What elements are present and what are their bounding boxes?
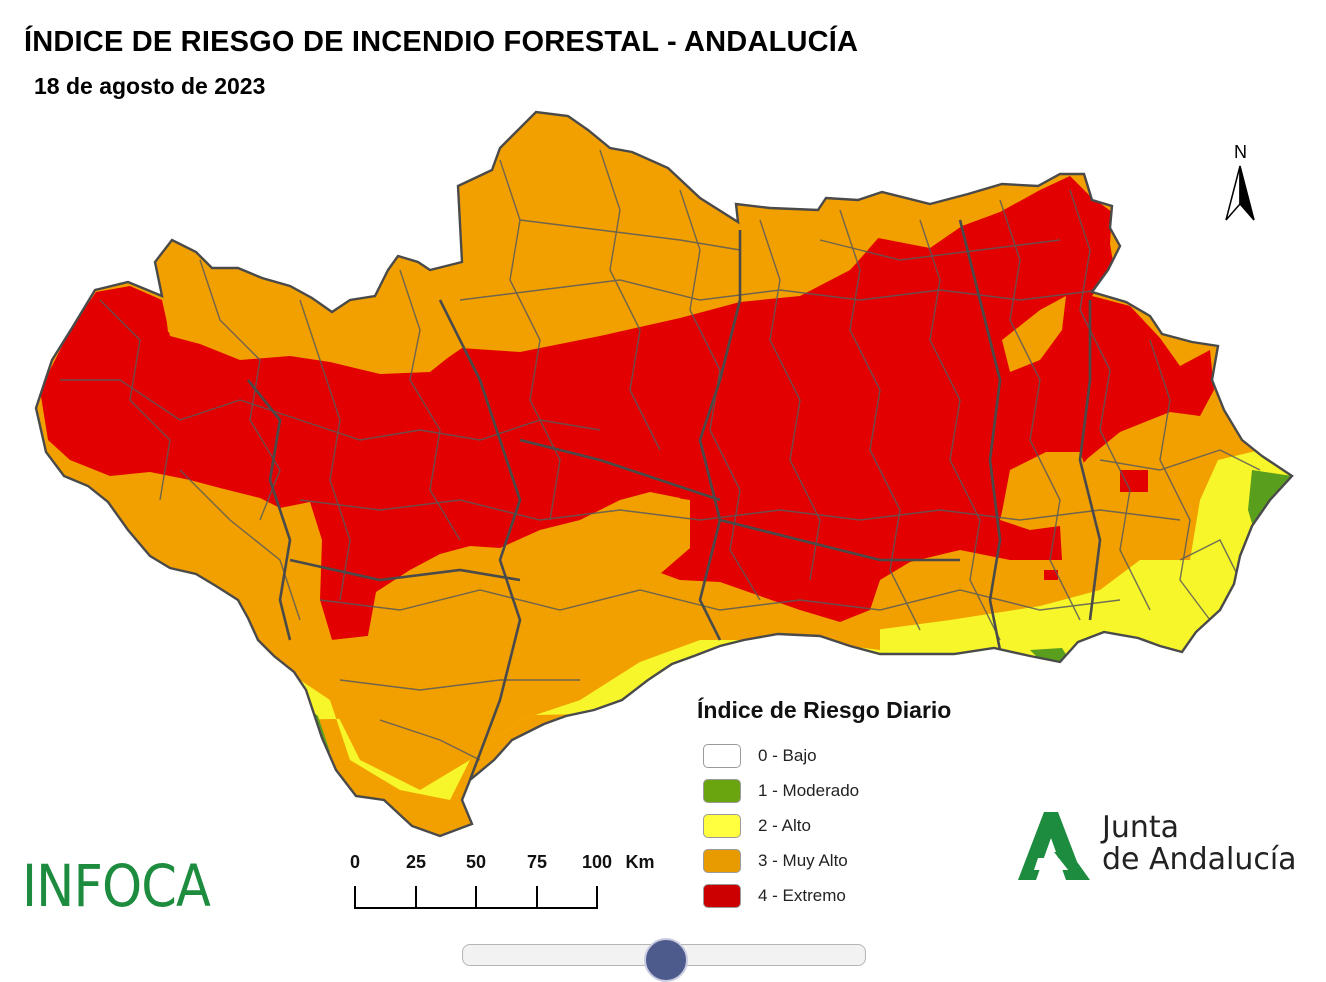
- zone-extremo-speckle: [1044, 570, 1058, 580]
- map-date: 18 de agosto de 2023: [34, 73, 266, 99]
- scale-ruler: [354, 886, 598, 909]
- andalucia-risk-map: [34, 110, 1294, 838]
- legend-swatch-muy-alto: [703, 848, 741, 873]
- scale-label-75: 75: [526, 852, 548, 872]
- junta-line-1: Junta: [1102, 810, 1180, 845]
- scale-label-50: 50: [465, 852, 487, 872]
- andalucia-outline: [34, 110, 1294, 838]
- junta-andalucia-logo-icon: [1018, 812, 1090, 880]
- legend-swatch-alto: [703, 813, 741, 838]
- legend-item-extremo: 4 - Extremo: [697, 878, 997, 913]
- legend-item-muy-alto: 3 - Muy Alto: [697, 843, 997, 878]
- legend-label: 2 - Alto: [758, 815, 811, 835]
- municipal-boundaries: [60, 149, 1261, 761]
- zone-extremo-speckle: [1120, 470, 1148, 492]
- infoca-logo: INFOCA: [22, 852, 211, 920]
- legend-swatch-bajo: [703, 743, 741, 768]
- scale-label-0: 0: [349, 852, 361, 872]
- north-label: N: [1234, 142, 1247, 162]
- zone-muy-alto-island-granada: [1002, 452, 1090, 528]
- legend-label: 4 - Extremo: [758, 885, 846, 905]
- legend-label: 1 - Moderado: [758, 780, 860, 800]
- zone-muy-alto-cadiz-malaga: [260, 494, 880, 790]
- legend-item-moderado: 1 - Moderado: [697, 773, 997, 808]
- junta-andalucia-logo-text: Junta de Andalucía: [1102, 812, 1297, 876]
- viewer-zoom-knob[interactable]: [644, 938, 688, 982]
- map-title: ÍNDICE DE RIESGO DE INCENDIO FORESTAL - …: [24, 26, 859, 58]
- scale-label-25: 25: [405, 852, 427, 872]
- legend-title: Índice de Riesgo Diario: [697, 697, 952, 723]
- north-arrow-icon: [1225, 165, 1255, 221]
- scale-label-100: 100: [581, 852, 613, 872]
- legend-item-bajo: 0 - Bajo: [697, 738, 997, 773]
- province-boundaries: [246, 219, 1102, 781]
- legend: Índice de Riesgo Diario 0 - Bajo 1 - Mod…: [697, 697, 997, 913]
- legend-item-alto: 2 - Alto: [697, 808, 997, 843]
- scale-unit: Km: [625, 852, 655, 872]
- legend-swatch-moderado: [703, 778, 741, 803]
- legend-swatch-extremo: [703, 883, 741, 908]
- legend-label: 0 - Bajo: [758, 745, 817, 765]
- zone-muy-alto-island-jaen: [1002, 296, 1066, 372]
- legend-label: 3 - Muy Alto: [758, 850, 848, 870]
- junta-line-2: de Andalucía: [1102, 842, 1297, 877]
- zone-muy-alto-huelva-north: [160, 252, 462, 370]
